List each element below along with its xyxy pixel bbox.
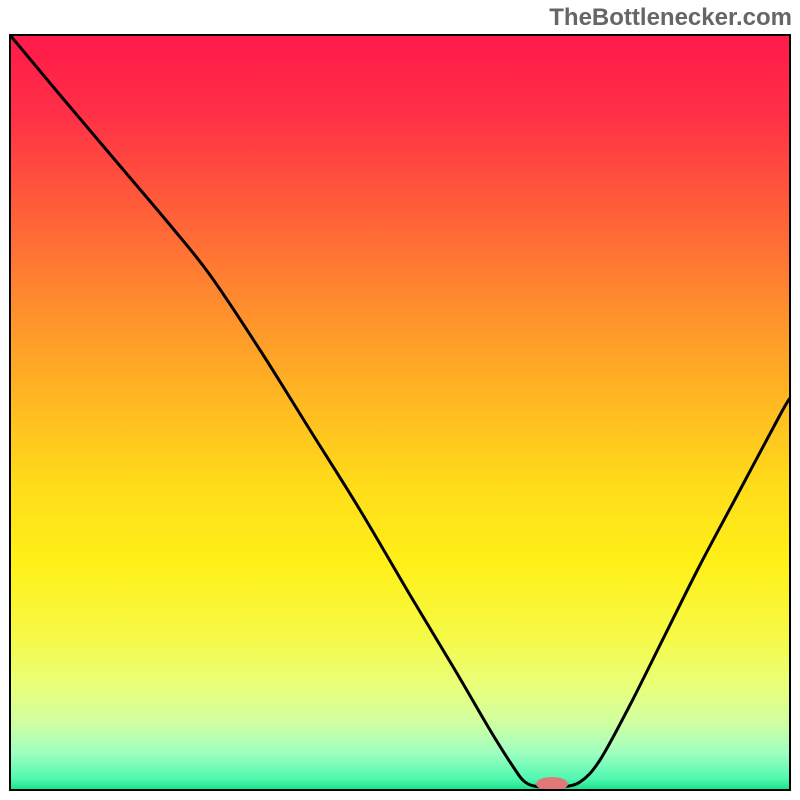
watermark-text: TheBottlenecker.com bbox=[549, 4, 792, 32]
optimum-marker bbox=[536, 777, 568, 791]
gradient-background bbox=[10, 35, 790, 790]
chart-container: TheBottlenecker.com bbox=[0, 0, 800, 800]
bottleneck-chart bbox=[0, 0, 800, 800]
